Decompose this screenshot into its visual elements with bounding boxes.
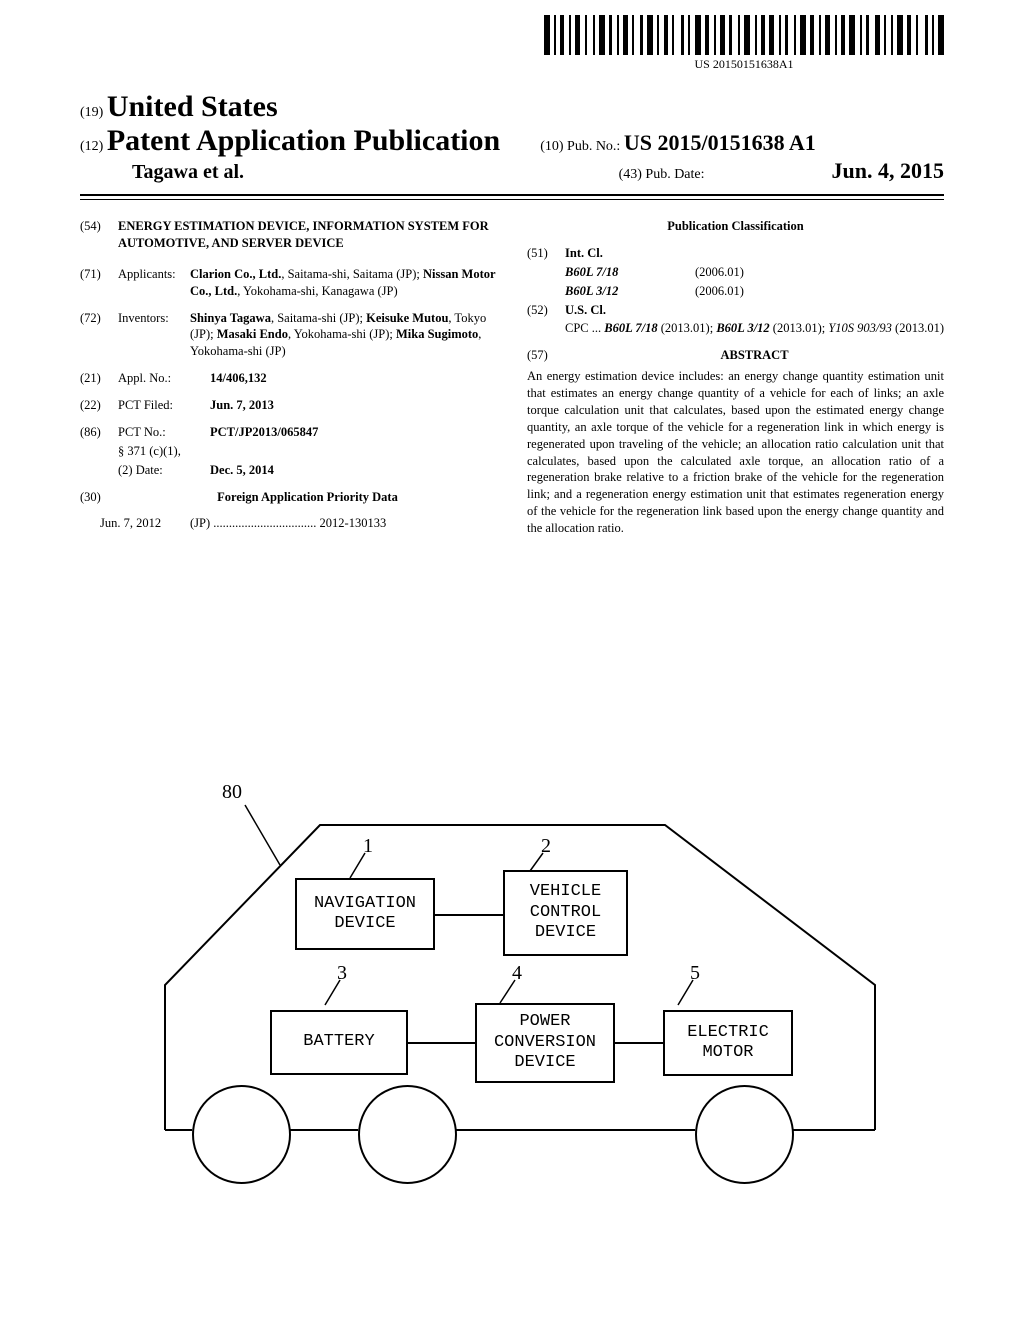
inventors-num: (72): [80, 310, 118, 361]
barcode: US 20150151638A1: [544, 15, 944, 72]
pctfiled-num: (22): [80, 397, 118, 414]
header-12-num: (12): [80, 139, 103, 154]
invention-title: ENERGY ESTIMATION DEVICE, INFORMATION SY…: [118, 218, 497, 252]
uscl-label: U.S. Cl.: [565, 302, 944, 319]
box-power-conversion-device: POWERCONVERSIONDEVICE: [475, 1003, 615, 1083]
pubdate-num: (43): [619, 167, 642, 182]
ref-label-1: 1: [363, 835, 373, 858]
uscl-num: (52): [527, 302, 565, 319]
applno-label: Appl. No.:: [118, 370, 210, 387]
abstract-text: An energy estimation device includes: an…: [527, 368, 944, 537]
ref-label-80: 80: [222, 781, 242, 804]
barcode-text: US 20150151638A1: [544, 57, 944, 72]
foreign-heading: Foreign Application Priority Data: [118, 489, 497, 506]
header-pub-type: Patent Application Publication: [107, 124, 500, 157]
ref-label-2: 2: [541, 835, 551, 858]
inventors-label: Inventors:: [118, 310, 190, 361]
foreign-country-line: (JP) ................................. 2…: [190, 515, 497, 532]
pctfiled-value: Jun. 7, 2013: [210, 397, 497, 414]
header-authors: Tagawa et al.: [132, 161, 244, 184]
box-electric-motor: ELECTRICMOTOR: [663, 1010, 793, 1076]
intcl-num: (51): [527, 245, 565, 262]
applno-value: 14/406,132: [210, 370, 497, 387]
foreign-date: Jun. 7, 2012: [100, 515, 190, 532]
box-vehicle-control-device: VEHICLECONTROLDEVICE: [503, 870, 628, 956]
cpc-body: CPC ... B60L 7/18 (2013.01); B60L 3/12 (…: [565, 320, 944, 337]
box-navigation-device: NAVIGATIONDEVICE: [295, 878, 435, 950]
ref-label-4: 4: [512, 962, 522, 985]
foreign-num: (30): [80, 489, 118, 506]
pctfiled-label: PCT Filed:: [118, 397, 210, 414]
inventors-body: Shinya Tagawa, Saitama-shi (JP); Keisuke…: [190, 310, 497, 361]
intcl-2: B60L 3/12: [565, 283, 695, 300]
intcl-label: Int. Cl.: [565, 245, 944, 262]
pubdate-value: Jun. 4, 2015: [832, 158, 944, 183]
classification-heading: Publication Classification: [527, 218, 944, 235]
pubno-value: US 2015/0151638 A1: [624, 130, 816, 155]
title-num: (54): [80, 218, 118, 252]
barcode-bars: [544, 15, 944, 55]
s371-date-value: Dec. 5, 2014: [210, 462, 497, 479]
s371-label: § 371 (c)(1),: [118, 443, 497, 460]
s371-date-label: (2) Date:: [118, 462, 210, 479]
applicants-body: Clarion Co., Ltd., Saitama-shi, Saitama …: [190, 266, 497, 300]
ref-label-5: 5: [690, 962, 700, 985]
header-19-num: (19): [80, 105, 103, 120]
pubno-num: (10): [540, 139, 563, 154]
header-country: United States: [107, 90, 278, 123]
wheel-front-left: [192, 1085, 291, 1184]
rule-top: [80, 194, 944, 196]
box-battery: BATTERY: [270, 1010, 408, 1075]
applno-num: (21): [80, 370, 118, 387]
pctno-value: PCT/JP2013/065847: [210, 424, 497, 441]
pctno-num: (86): [80, 424, 118, 441]
wheel-front-right: [358, 1085, 457, 1184]
figure-1: 80 1 2 3 4 5 NAVIGATIONDEVICE VEHICLECON…: [105, 785, 885, 1285]
pubno-label: Pub. No.:: [567, 139, 620, 154]
abstract-num: (57): [527, 347, 565, 364]
applicants-num: (71): [80, 266, 118, 300]
pubdate-label: Pub. Date:: [645, 167, 704, 182]
intcl-1: B60L 7/18: [565, 264, 695, 281]
ref-label-3: 3: [337, 962, 347, 985]
intcl-1-ver: (2006.01): [695, 264, 744, 281]
wheel-rear: [695, 1085, 794, 1184]
intcl-2-ver: (2006.01): [695, 283, 744, 300]
rule-top-thin: [80, 199, 944, 200]
applicants-label: Applicants:: [118, 266, 190, 300]
abstract-heading: ABSTRACT: [565, 347, 944, 364]
pctno-label: PCT No.:: [118, 424, 210, 441]
